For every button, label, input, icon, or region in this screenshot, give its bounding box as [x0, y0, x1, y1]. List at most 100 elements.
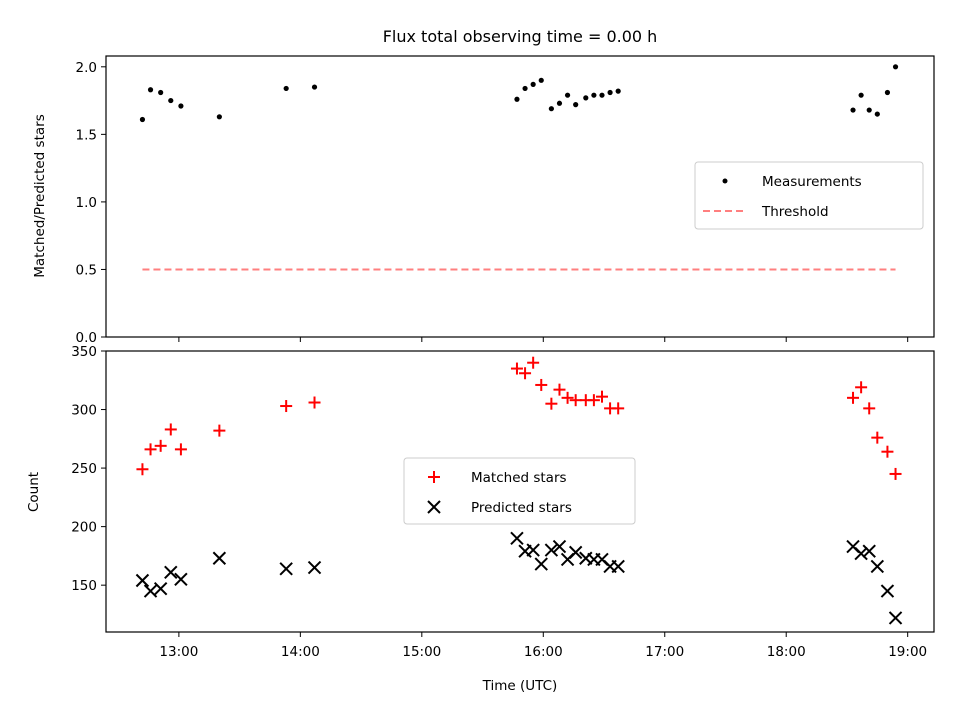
measurement-point: [599, 92, 605, 98]
matched-point: [144, 443, 157, 456]
bottom-marks: [135, 356, 903, 625]
legend-measurements-label: Measurements: [762, 174, 862, 190]
predicted-point: [143, 584, 158, 598]
top-y-ticks: 0.0 0.5 1.0 1.5 2.0: [76, 60, 106, 346]
predicted-point: [279, 562, 293, 576]
predicted-point: [135, 573, 150, 588]
bottom-legend: Matched stars Predicted stars: [403, 457, 636, 525]
chart-title: Flux total observing time = 0.00 h: [383, 27, 658, 46]
measurement-point: [514, 96, 520, 102]
predicted-point: [307, 560, 322, 575]
predicted-point: [568, 545, 583, 560]
y-tick-label: 350: [71, 344, 97, 360]
bottom-y-ticks: 150 200 250 300 350: [71, 344, 106, 594]
x-tick-label: 13:00: [159, 644, 198, 660]
matched-point: [164, 423, 177, 436]
y-tick-label: 1.5: [76, 127, 97, 143]
matched-point: [855, 381, 868, 394]
measurement-point: [850, 107, 856, 113]
y-tick-label: 300: [71, 403, 97, 419]
measurement-point: [538, 77, 544, 83]
matched-point: [847, 391, 860, 404]
measurement-point: [591, 92, 597, 98]
predicted-point: [862, 544, 876, 558]
predicted-point: [212, 551, 227, 565]
predicted-point: [164, 565, 178, 579]
y-tick-label: 200: [71, 520, 97, 536]
top-legend-box: [694, 161, 924, 230]
x-tick-label: 15:00: [402, 644, 441, 660]
legend-matched-label: Matched stars: [471, 470, 567, 486]
measurement-point: [283, 85, 289, 92]
matched-point: [308, 396, 321, 409]
measurement-point: [139, 116, 146, 123]
measurement-point: [564, 92, 571, 98]
top-legend: Measurements Threshold: [694, 161, 924, 230]
top-marks: [139, 64, 899, 271]
measurement-point: [573, 102, 579, 108]
measurement-point: [583, 95, 589, 101]
top-y-axis-label: Matched/Predicted stars: [32, 114, 48, 277]
matched-point: [280, 400, 293, 413]
predicted-point: [880, 584, 895, 598]
top-axes-frame: [105, 55, 935, 338]
matched-point: [535, 378, 548, 391]
matched-point: [510, 362, 523, 375]
bottom-y-axis-label: Count: [26, 472, 42, 512]
y-tick-label: 0.5: [76, 262, 97, 278]
y-tick-label: 1.0: [76, 195, 97, 211]
legend-matched-marker: [428, 471, 440, 483]
measurement-point: [158, 89, 164, 96]
bottom-panel: 150 200 250 300 350 13:00 14:00 15:00 16:00 17:0…: [26, 344, 935, 694]
top-x-ticks: [178, 337, 909, 342]
matched-point: [154, 439, 167, 452]
measurement-point: [168, 97, 174, 104]
legend-predicted-marker: [427, 500, 441, 514]
measurement-point: [874, 111, 880, 117]
matched-point: [587, 394, 600, 407]
matched-point: [174, 443, 187, 456]
measurement-point: [858, 92, 864, 98]
measurement-point: [615, 88, 621, 94]
legend-predicted-label: Predicted stars: [471, 500, 572, 516]
y-tick-label: 150: [71, 578, 97, 594]
measurement-point: [178, 103, 184, 109]
x-tick-label: 19:00: [888, 644, 927, 660]
x-tick-label: 14:00: [281, 644, 320, 660]
predicted-point: [153, 581, 168, 596]
matched-point: [569, 394, 582, 407]
predicted-point: [888, 611, 903, 625]
y-tick-label: 250: [71, 461, 97, 477]
x-tick-label: 16:00: [524, 644, 563, 660]
matched-point: [612, 402, 625, 415]
bottom-x-ticks: 13:00 14:00 15:00 16:00 17:00 18:00 19:00: [159, 632, 927, 660]
measurement-point: [892, 64, 899, 70]
matched-point: [213, 424, 226, 437]
measurement-point: [311, 84, 318, 90]
matched-point: [863, 402, 876, 415]
measurement-point: [607, 89, 613, 96]
matched-point: [527, 356, 540, 369]
legend-threshold-label: Threshold: [761, 204, 829, 220]
predicted-point: [611, 559, 625, 574]
measurement-point: [556, 100, 563, 106]
predicted-point: [870, 559, 885, 574]
matched-point: [136, 463, 149, 476]
top-panel: 0.00.51.01.52.0 Matched/Predicted stars …: [32, 55, 935, 346]
x-tick-label: 18:00: [767, 644, 806, 660]
predicted-point: [544, 543, 559, 557]
measurement-point: [530, 81, 536, 87]
predicted-point: [854, 546, 868, 561]
matched-point: [881, 445, 894, 458]
measurement-point: [548, 106, 554, 112]
predicted-point: [526, 543, 540, 557]
predicted-point: [552, 539, 567, 554]
measurement-point: [216, 114, 222, 120]
matched-point: [519, 367, 532, 380]
y-tick-label: 0.0: [76, 330, 97, 346]
measurement-point: [884, 89, 891, 96]
bottom-axes-frame: [105, 350, 935, 633]
matched-point: [889, 467, 902, 480]
